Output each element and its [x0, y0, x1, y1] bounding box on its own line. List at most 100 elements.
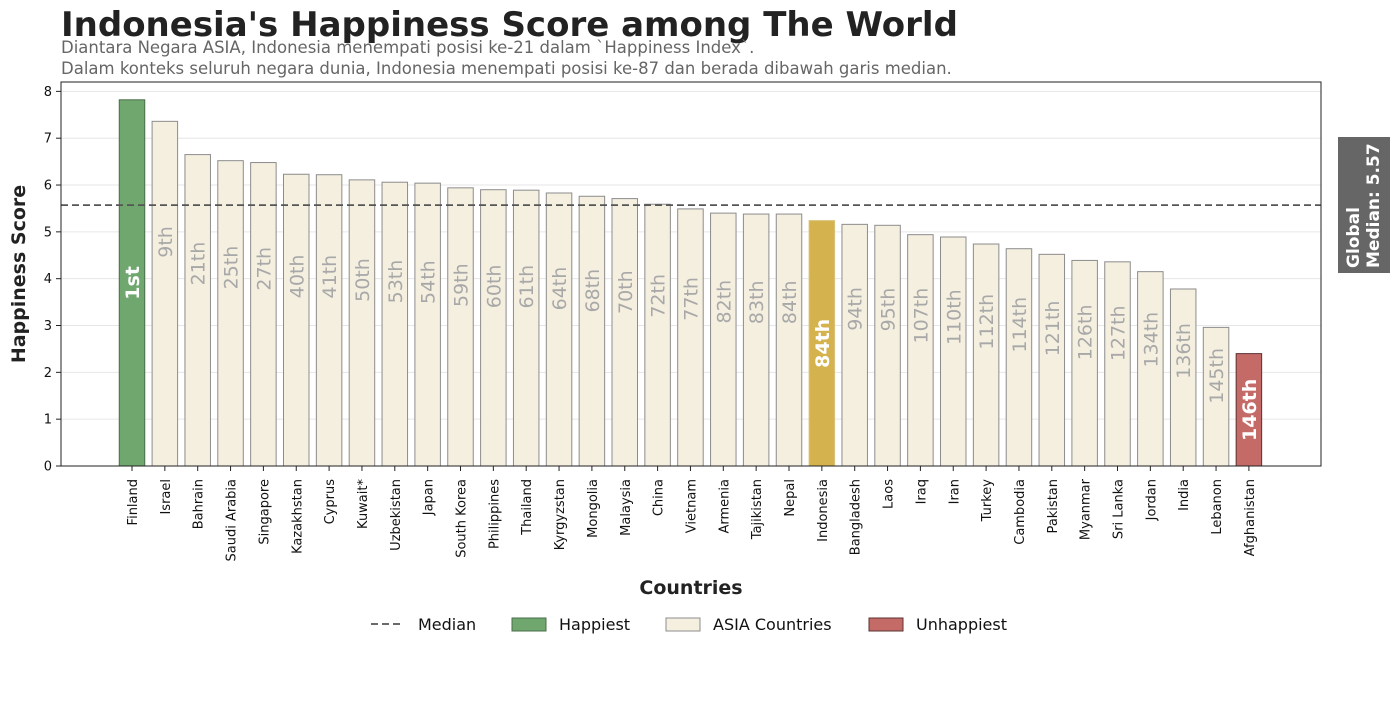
- median-annotation-line-2: Median: 5.57: [1364, 143, 1384, 268]
- rank-label: 68th: [582, 269, 604, 313]
- x-axis-title: Countries: [639, 577, 742, 599]
- x-tick-label: Lebanon: [1210, 479, 1225, 535]
- rank-label: 9th: [155, 226, 177, 258]
- bar-kyrgyzstan: [545, 192, 573, 467]
- legend-unhappiest-label: Unhappiest: [916, 615, 1007, 634]
- y-tick-label: 6: [44, 179, 52, 194]
- x-tick-label: Thailand: [520, 479, 535, 536]
- chart-subtitle-line-2: Dalam konteks seluruh negara dunia, Indo…: [61, 59, 952, 78]
- x-tick-label: Saudi Arabia: [225, 479, 240, 562]
- rank-label: 84th: [812, 319, 834, 368]
- rank-label: 82th: [713, 280, 735, 324]
- bar-israel: [151, 120, 179, 467]
- x-tick-label: Myanmar: [1079, 478, 1094, 540]
- rank-label: 127th: [1108, 305, 1130, 361]
- x-tick-label: Turkey: [980, 479, 995, 523]
- median-annotation-line-1: Global: [1344, 207, 1364, 268]
- x-tick-label: Laos: [882, 479, 897, 509]
- x-tick-label: Singapore: [257, 479, 272, 545]
- legend-asia-swatch: [665, 617, 701, 632]
- rank-label: 70th: [615, 270, 637, 314]
- bar-nepal: [775, 213, 803, 467]
- x-axis: Finland Israel Bahrain Saudi Arabia Singapor…: [126, 466, 1258, 562]
- rank-label: 94th: [845, 287, 867, 331]
- legend-happiest-swatch: [511, 617, 547, 632]
- x-tick-label: Cambodia: [1013, 479, 1028, 545]
- legend-asia-label: ASIA Countries: [713, 615, 832, 634]
- x-tick-label: Cyprus: [323, 479, 338, 525]
- legend-happiest-label: Happiest: [559, 615, 630, 634]
- legend-unhappiest-swatch: [868, 617, 904, 632]
- y-tick-label: 0: [44, 460, 52, 475]
- x-tick-label: Iran: [947, 479, 962, 504]
- rank-label: 121th: [1042, 301, 1064, 357]
- bar-afghanistan: [1235, 353, 1263, 467]
- x-tick-label: China: [652, 479, 667, 516]
- bar-philippines: [480, 189, 507, 467]
- bar-iran: [940, 236, 967, 467]
- legend-median-label: Median: [418, 615, 476, 634]
- bar-kuwait-: [348, 179, 376, 467]
- bar-singapore: [250, 162, 277, 467]
- y-tick-label: 4: [44, 272, 52, 287]
- x-tick-label: Philippines: [487, 479, 502, 549]
- bars: [118, 99, 1263, 467]
- x-tick-label: Finland: [126, 479, 141, 525]
- rank-label: 27th: [253, 247, 275, 291]
- rank-label: 114th: [1009, 297, 1031, 353]
- rank-label: 126th: [1075, 304, 1097, 360]
- bar-iraq: [907, 234, 934, 467]
- plot-frame: [60, 81, 1322, 467]
- rank-label: 95th: [878, 288, 900, 332]
- y-tick-label: 1: [44, 413, 52, 428]
- bar-myanmar: [1071, 259, 1098, 467]
- x-tick-label: Bahrain: [192, 479, 207, 529]
- rank-label: 72th: [648, 274, 670, 318]
- x-tick-label: Israel: [159, 479, 174, 515]
- x-tick-label: Pakistan: [1046, 479, 1061, 533]
- x-tick-label: Iraq: [914, 479, 929, 504]
- bar-china: [644, 203, 671, 467]
- y-tick-label: 7: [44, 132, 52, 147]
- x-tick-label: Armenia: [717, 479, 732, 534]
- bar-thailand: [512, 189, 540, 467]
- rank-label: 83th: [746, 280, 768, 324]
- chart-title: Indonesia's Happiness Score among The Wo…: [61, 5, 958, 45]
- rank-label: 41th: [319, 255, 341, 299]
- bar-mongolia: [578, 195, 606, 467]
- x-tick-label: India: [1177, 479, 1192, 511]
- y-axis: 0 1 2 3 4 5 6 7 8: [44, 85, 61, 475]
- bar-bangladesh: [841, 223, 868, 467]
- x-tick-label: Mongolia: [586, 479, 601, 538]
- y-tick-label: 3: [44, 319, 52, 334]
- x-tick-label: Indonesia: [816, 479, 831, 542]
- x-tick-label: Tajikistan: [750, 479, 765, 540]
- rank-label: 107th: [910, 288, 932, 344]
- rank-label: 1st: [122, 266, 144, 300]
- bar-turkey: [972, 243, 1000, 467]
- rank-label: 59th: [451, 263, 473, 307]
- rank-label: 54th: [418, 260, 440, 304]
- x-tick-label: Afghanistan: [1243, 479, 1258, 556]
- bar-jordan: [1137, 271, 1164, 467]
- x-tick-label: Sri Lanka: [1112, 479, 1127, 539]
- rank-label: 77th: [680, 277, 702, 321]
- x-tick-label: Kyrgyzstan: [553, 479, 568, 550]
- rank-label: 110th: [943, 289, 965, 345]
- rank-label: 21th: [188, 242, 210, 286]
- bar-laos: [874, 224, 901, 467]
- rank-label: 64th: [549, 267, 571, 311]
- y-tick-label: 2: [44, 366, 52, 381]
- rank-label: 136th: [1173, 323, 1195, 379]
- bar-cyprus: [315, 174, 343, 467]
- chart-subtitle-line-1: Diantara Negara ASIA, Indonesia menempat…: [61, 38, 754, 57]
- bar-bahrain: [184, 154, 211, 467]
- y-tick-label: 8: [44, 85, 52, 100]
- rank-label: 112th: [976, 294, 998, 350]
- rank-label: 40th: [286, 255, 308, 299]
- bar-japan: [414, 182, 441, 467]
- median-annotation: Global Median: 5.57: [1338, 137, 1390, 273]
- bar-armenia: [710, 212, 737, 467]
- bar-uzbekistan: [381, 181, 409, 467]
- y-tick-label: 5: [44, 225, 52, 240]
